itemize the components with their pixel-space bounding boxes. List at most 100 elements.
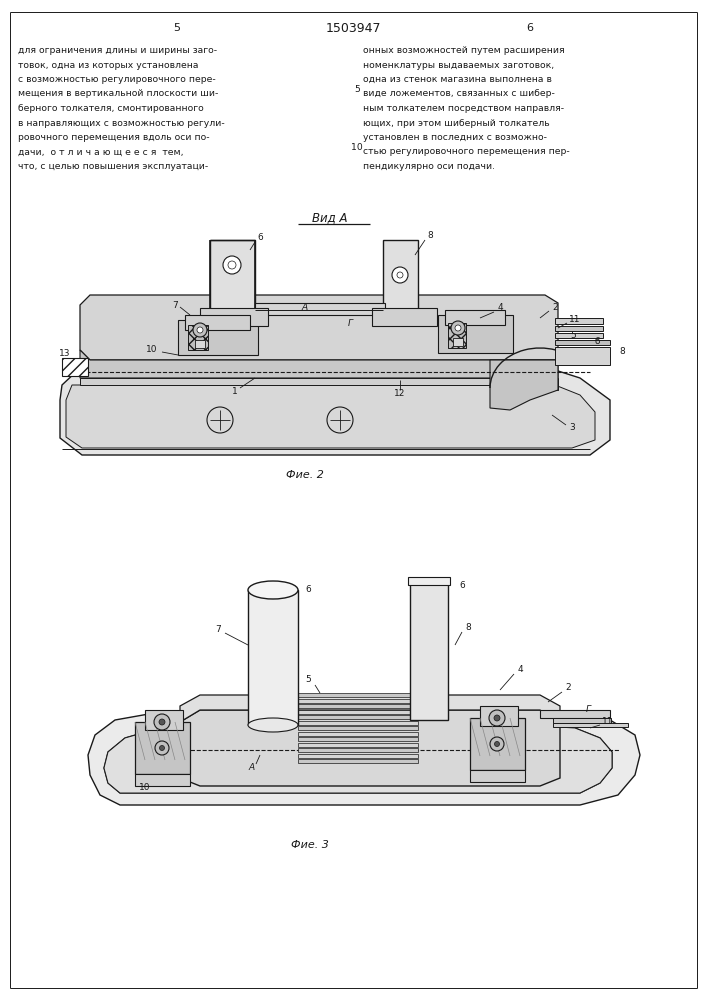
Text: 13: 13 <box>59 349 71 358</box>
Bar <box>470 770 525 782</box>
Text: 12: 12 <box>395 389 406 398</box>
Text: мещения в вертикальной плоскости ши-: мещения в вертикальной плоскости ши- <box>18 90 218 99</box>
Bar <box>480 706 518 726</box>
Text: номенклатуры выдаваемых заготовок,: номенклатуры выдаваемых заготовок, <box>363 60 554 70</box>
Text: 10: 10 <box>351 143 363 152</box>
Text: 5: 5 <box>173 23 180 33</box>
Bar <box>135 722 190 774</box>
Text: ным толкателем посредством направля-: ным толкателем посредством направля- <box>363 104 564 113</box>
Bar <box>453 338 463 346</box>
Text: Фие. 3: Фие. 3 <box>291 840 329 850</box>
Text: 2: 2 <box>552 304 558 312</box>
Text: ровочного перемещения вдоль оси по-: ровочного перемещения вдоль оси по- <box>18 133 209 142</box>
Bar <box>372 308 437 326</box>
Text: 6: 6 <box>459 582 465 590</box>
Bar <box>448 323 466 348</box>
Bar <box>445 310 505 325</box>
Bar <box>195 340 205 348</box>
Bar <box>298 698 418 702</box>
Circle shape <box>490 737 504 751</box>
Polygon shape <box>180 695 560 722</box>
Circle shape <box>159 719 165 725</box>
Text: одна из стенок магазина выполнена в: одна из стенок магазина выполнена в <box>363 75 552 84</box>
Bar <box>555 318 603 324</box>
Text: берного толкателя, смонтированного: берного толкателя, смонтированного <box>18 104 204 113</box>
Bar <box>200 308 268 326</box>
Text: 5: 5 <box>305 676 311 684</box>
Bar <box>298 726 418 730</box>
Bar <box>555 333 603 338</box>
Circle shape <box>397 272 403 278</box>
Bar <box>135 774 190 786</box>
Text: б: б <box>595 338 600 347</box>
Bar <box>248 590 298 725</box>
Text: установлен в последних с возможно-: установлен в последних с возможно- <box>363 133 547 142</box>
Polygon shape <box>490 360 558 410</box>
Text: Г: Г <box>348 318 353 328</box>
Circle shape <box>494 715 500 721</box>
Text: Г: Г <box>585 706 590 714</box>
Polygon shape <box>104 712 612 793</box>
Circle shape <box>228 261 236 269</box>
Circle shape <box>327 407 353 433</box>
Text: виде ложементов, связанных с шибер-: виде ложементов, связанных с шибер- <box>363 90 555 99</box>
Text: товок, одна из которых установлена: товок, одна из которых установлена <box>18 60 199 70</box>
Circle shape <box>193 323 207 337</box>
Polygon shape <box>60 370 610 455</box>
Circle shape <box>494 742 500 746</box>
Bar <box>298 715 418 719</box>
Bar <box>298 737 418 741</box>
Bar <box>555 347 610 365</box>
Text: 4: 4 <box>518 666 522 674</box>
Text: 10: 10 <box>146 346 158 355</box>
Text: для ограничения длины и ширины заго-: для ограничения длины и ширины заго- <box>18 46 217 55</box>
Ellipse shape <box>248 718 298 732</box>
Text: что, с целью повышения эксплуатаци-: что, с целью повышения эксплуатаци- <box>18 162 209 171</box>
Text: 7: 7 <box>215 626 221 635</box>
Text: 6: 6 <box>527 23 534 33</box>
Circle shape <box>451 321 465 335</box>
Text: 2: 2 <box>565 684 571 692</box>
Bar <box>438 315 513 353</box>
Bar <box>298 704 418 708</box>
Text: 8: 8 <box>619 348 625 357</box>
Text: с возможностью регулировочного пере-: с возможностью регулировочного пере- <box>18 75 216 84</box>
Text: 8: 8 <box>427 231 433 239</box>
Polygon shape <box>88 710 640 805</box>
Bar <box>555 340 610 345</box>
Text: 8: 8 <box>465 624 471 633</box>
Text: Фие. 2: Фие. 2 <box>286 470 324 480</box>
Circle shape <box>155 741 169 755</box>
Text: 3: 3 <box>569 424 575 432</box>
Bar <box>210 240 255 310</box>
Text: Вид А: Вид А <box>312 212 348 225</box>
Text: 5: 5 <box>354 86 360 95</box>
Polygon shape <box>180 710 560 786</box>
Bar <box>383 240 418 320</box>
Polygon shape <box>80 350 558 378</box>
Bar <box>408 577 450 585</box>
Text: дачи,  о т л и ч а ю щ е е с я  тем,: дачи, о т л и ч а ю щ е е с я тем, <box>18 147 184 156</box>
Circle shape <box>455 325 461 331</box>
Text: 1: 1 <box>232 387 238 396</box>
Bar <box>188 325 208 350</box>
Bar <box>555 326 603 331</box>
Bar <box>298 748 418 752</box>
Text: стью регулировочного перемещения пер-: стью регулировочного перемещения пер- <box>363 147 570 156</box>
Text: А: А <box>249 764 255 772</box>
Text: в направляющих с возможностью регули-: в направляющих с возможностью регули- <box>18 118 225 127</box>
Text: 11: 11 <box>569 316 580 324</box>
Text: А: А <box>302 302 308 312</box>
Circle shape <box>154 714 170 730</box>
Polygon shape <box>80 378 558 390</box>
Text: 4: 4 <box>497 304 503 312</box>
Circle shape <box>207 407 233 433</box>
Bar <box>298 754 418 758</box>
Circle shape <box>197 327 203 333</box>
Ellipse shape <box>248 581 298 599</box>
Text: 6: 6 <box>305 585 311 594</box>
Circle shape <box>489 710 505 726</box>
Text: 7: 7 <box>172 300 178 310</box>
Bar <box>145 710 183 730</box>
Text: пендикулярно оси подачи.: пендикулярно оси подачи. <box>363 162 495 171</box>
